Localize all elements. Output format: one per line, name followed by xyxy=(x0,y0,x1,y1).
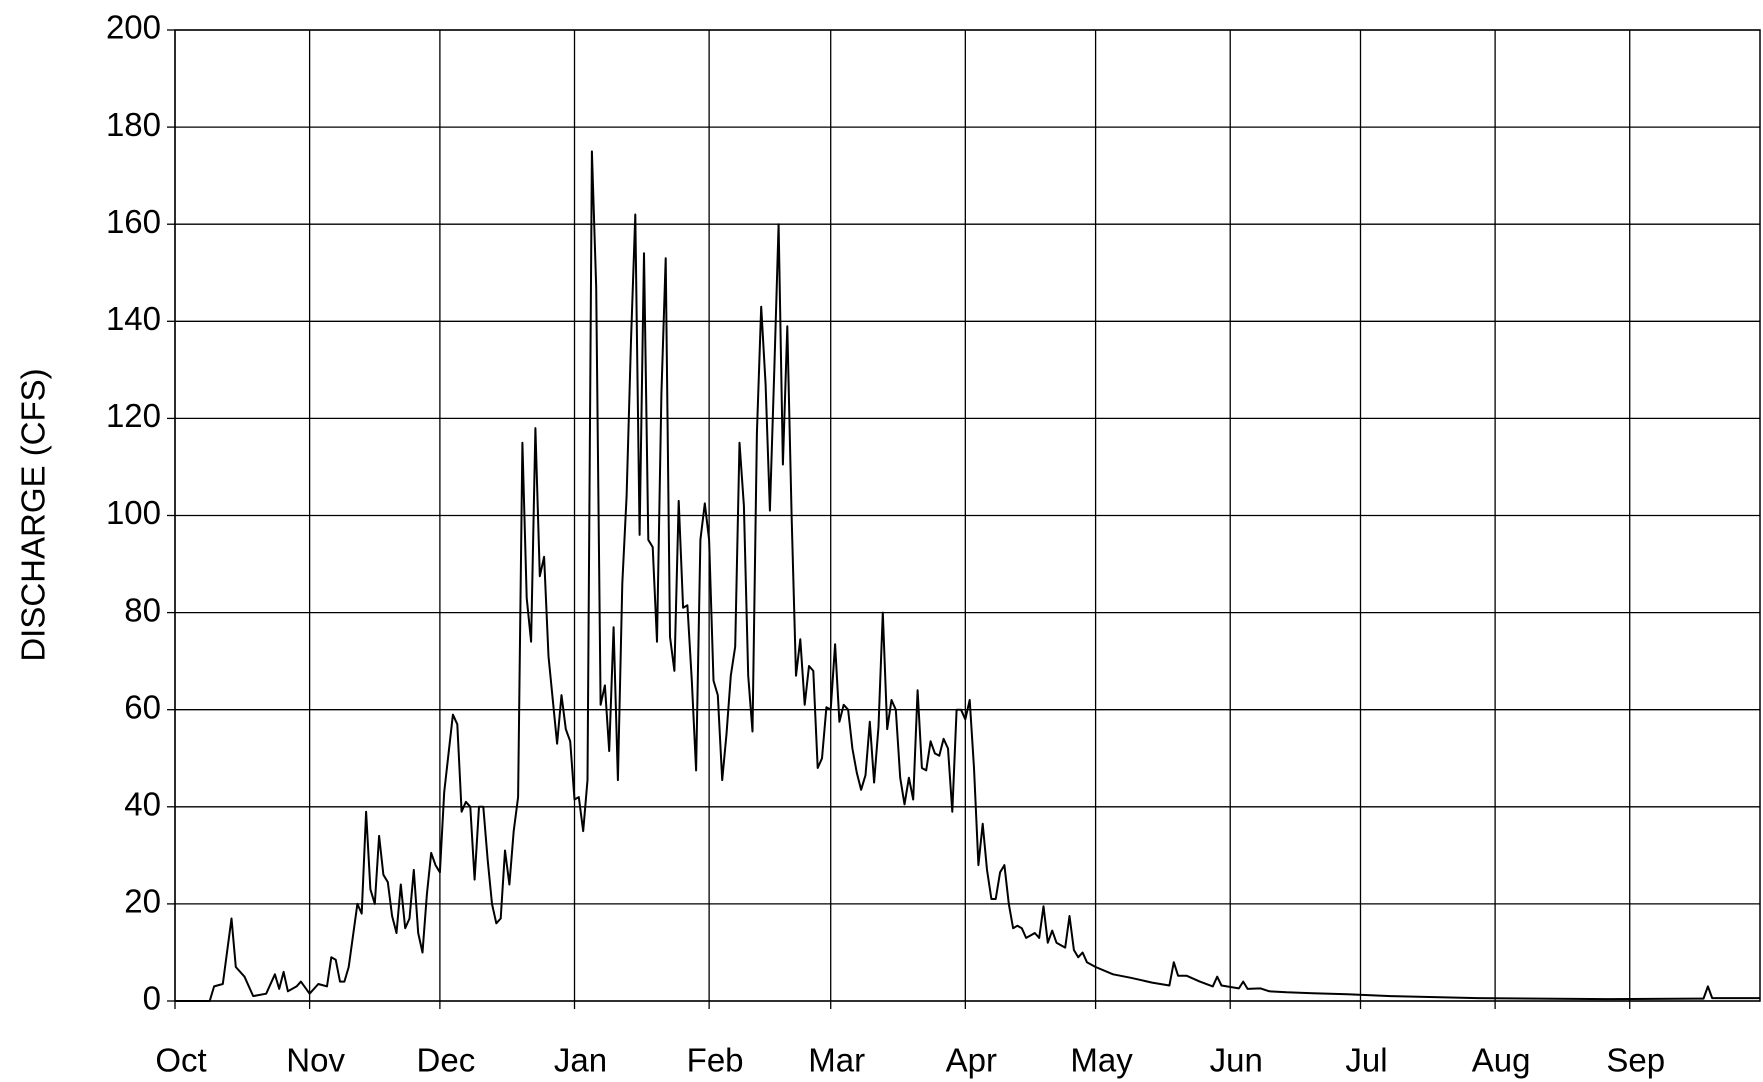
x-tick-label: Sep xyxy=(1606,1042,1665,1079)
y-tick-label: 180 xyxy=(106,106,161,143)
x-tick-label: Oct xyxy=(155,1042,206,1079)
x-tick-label: Jun xyxy=(1210,1042,1263,1079)
y-tick-label: 60 xyxy=(124,688,161,725)
x-tick-label: May xyxy=(1070,1042,1133,1079)
y-tick-label: 160 xyxy=(106,203,161,240)
y-tick-label: 120 xyxy=(106,397,161,434)
y-tick-label: 20 xyxy=(124,883,161,920)
y-tick-label: 0 xyxy=(143,980,161,1017)
x-tick-label: Dec xyxy=(417,1042,476,1079)
x-tick-label: Apr xyxy=(946,1042,997,1079)
y-tick-label: 100 xyxy=(106,494,161,531)
y-tick-label: 80 xyxy=(124,591,161,628)
x-tick-label: Jan xyxy=(554,1042,607,1079)
discharge-line xyxy=(175,150,1760,1002)
x-tick-label: Jul xyxy=(1345,1042,1387,1079)
y-tick-label: 140 xyxy=(106,300,161,337)
y-axis-label: DISCHARGE (CFS) xyxy=(15,368,52,661)
y-tick-label: 40 xyxy=(124,786,161,823)
x-tick-label: Feb xyxy=(687,1042,744,1079)
x-tick-label: Aug xyxy=(1472,1042,1531,1079)
y-tick-label: 200 xyxy=(106,9,161,46)
x-tick-label: Nov xyxy=(286,1042,345,1079)
x-tick-label: Mar xyxy=(808,1042,865,1079)
